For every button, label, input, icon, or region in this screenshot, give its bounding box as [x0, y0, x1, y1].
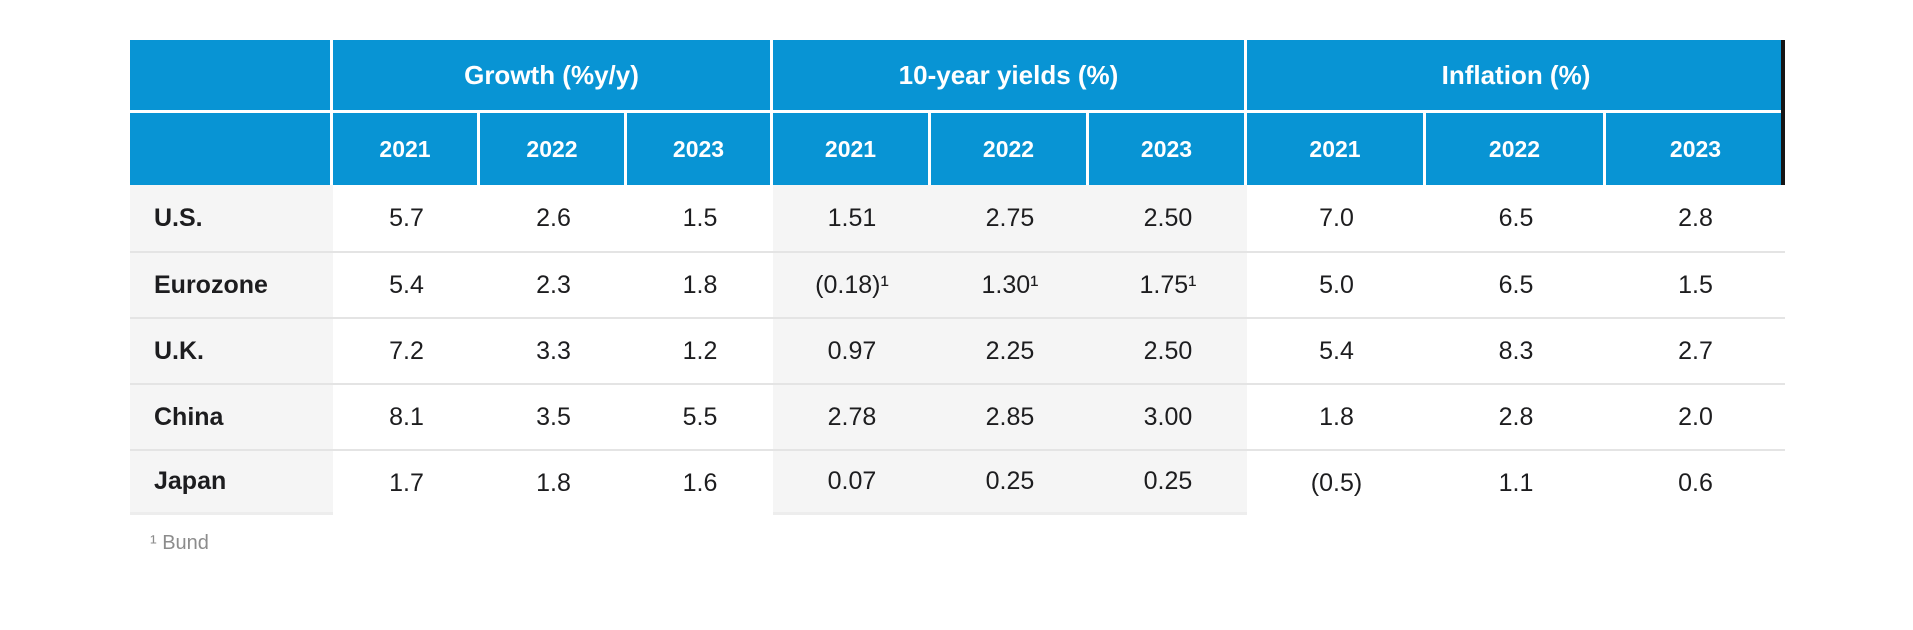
growth-value: 8.1: [333, 383, 480, 449]
economic-forecast-table: Growth (%y/y) 10-year yields (%) Inflati…: [130, 40, 1785, 515]
table-row-japan: Japan 1.7 1.8 1.6 0.07 0.25 0.25 (0.5) 1…: [130, 449, 1785, 515]
growth-value: 1.7: [333, 449, 480, 515]
yield-value: 0.07: [773, 449, 931, 515]
inflation-value: 2.8: [1606, 185, 1785, 251]
year-header-growth-2022: 2022: [480, 113, 627, 185]
year-header-inflation-2023: 2023: [1606, 113, 1785, 185]
inflation-value: 6.5: [1426, 185, 1606, 251]
year-header-inflation-2022: 2022: [1426, 113, 1606, 185]
yield-value: 1.51: [773, 185, 931, 251]
table-body: U.S. 5.7 2.6 1.5 1.51 2.75 2.50 7.0 6.5 …: [130, 185, 1785, 515]
group-header-yields: 10-year yields (%): [773, 40, 1247, 113]
row-label: Japan: [130, 449, 333, 515]
inflation-value: (0.5): [1247, 449, 1426, 515]
group-header-inflation: Inflation (%): [1247, 40, 1785, 113]
yield-value: 0.25: [1089, 449, 1247, 515]
corner-cell: [130, 113, 333, 185]
growth-value: 1.8: [627, 251, 773, 317]
growth-value: 5.7: [333, 185, 480, 251]
yield-value: 3.00: [1089, 383, 1247, 449]
column-group-header-row: Growth (%y/y) 10-year yields (%) Inflati…: [130, 40, 1785, 113]
growth-value: 2.3: [480, 251, 627, 317]
year-header-yields-2022: 2022: [931, 113, 1089, 185]
table-row-china: China 8.1 3.5 5.5 2.78 2.85 3.00 1.8 2.8…: [130, 383, 1785, 449]
year-header-row: 2021 2022 2023 2021 2022 2023 2021 2022 …: [130, 113, 1785, 185]
inflation-value: 0.6: [1606, 449, 1785, 515]
inflation-value: 5.0: [1247, 251, 1426, 317]
inflation-value: 7.0: [1247, 185, 1426, 251]
year-header-growth-2021: 2021: [333, 113, 480, 185]
table-header: Growth (%y/y) 10-year yields (%) Inflati…: [130, 40, 1785, 185]
table-row-uk: U.K. 7.2 3.3 1.2 0.97 2.25 2.50 5.4 8.3 …: [130, 317, 1785, 383]
growth-value: 3.3: [480, 317, 627, 383]
row-label: U.S.: [130, 185, 333, 251]
inflation-value: 2.8: [1426, 383, 1606, 449]
yield-value: 1.30¹: [931, 251, 1089, 317]
inflation-value: 5.4: [1247, 317, 1426, 383]
group-header-growth: Growth (%y/y): [333, 40, 773, 113]
header-right-edge-line: [1781, 40, 1785, 185]
inflation-value: 6.5: [1426, 251, 1606, 317]
table-row-us: U.S. 5.7 2.6 1.5 1.51 2.75 2.50 7.0 6.5 …: [130, 185, 1785, 251]
year-header-growth-2023: 2023: [627, 113, 773, 185]
corner-cell: [130, 40, 333, 113]
yield-value: 2.78: [773, 383, 931, 449]
growth-value: 1.6: [627, 449, 773, 515]
inflation-value: 1.5: [1606, 251, 1785, 317]
year-header-yields-2021: 2021: [773, 113, 931, 185]
row-label: China: [130, 383, 333, 449]
growth-value: 2.6: [480, 185, 627, 251]
growth-value: 7.2: [333, 317, 480, 383]
footnote-bund: ¹ Bund: [150, 532, 209, 554]
yield-value: 0.25: [931, 449, 1089, 515]
inflation-value: 2.0: [1606, 383, 1785, 449]
growth-value: 5.4: [333, 251, 480, 317]
yield-value: 2.25: [931, 317, 1089, 383]
table-row-eurozone: Eurozone 5.4 2.3 1.8 (0.18)¹ 1.30¹ 1.75¹…: [130, 251, 1785, 317]
row-label: U.K.: [130, 317, 333, 383]
yield-value: 1.75¹: [1089, 251, 1247, 317]
year-header-yields-2023: 2023: [1089, 113, 1247, 185]
yield-value: 2.85: [931, 383, 1089, 449]
inflation-value: 1.1: [1426, 449, 1606, 515]
year-header-inflation-2021: 2021: [1247, 113, 1426, 185]
growth-value: 1.5: [627, 185, 773, 251]
growth-value: 1.8: [480, 449, 627, 515]
inflation-value: 8.3: [1426, 317, 1606, 383]
yield-value: (0.18)¹: [773, 251, 931, 317]
yield-value: 0.97: [773, 317, 931, 383]
yield-value: 2.50: [1089, 185, 1247, 251]
row-label: Eurozone: [130, 251, 333, 317]
inflation-value: 1.8: [1247, 383, 1426, 449]
growth-value: 5.5: [627, 383, 773, 449]
inflation-value: 2.7: [1606, 317, 1785, 383]
yield-value: 2.75: [931, 185, 1089, 251]
yield-value: 2.50: [1089, 317, 1247, 383]
growth-value: 1.2: [627, 317, 773, 383]
growth-value: 3.5: [480, 383, 627, 449]
